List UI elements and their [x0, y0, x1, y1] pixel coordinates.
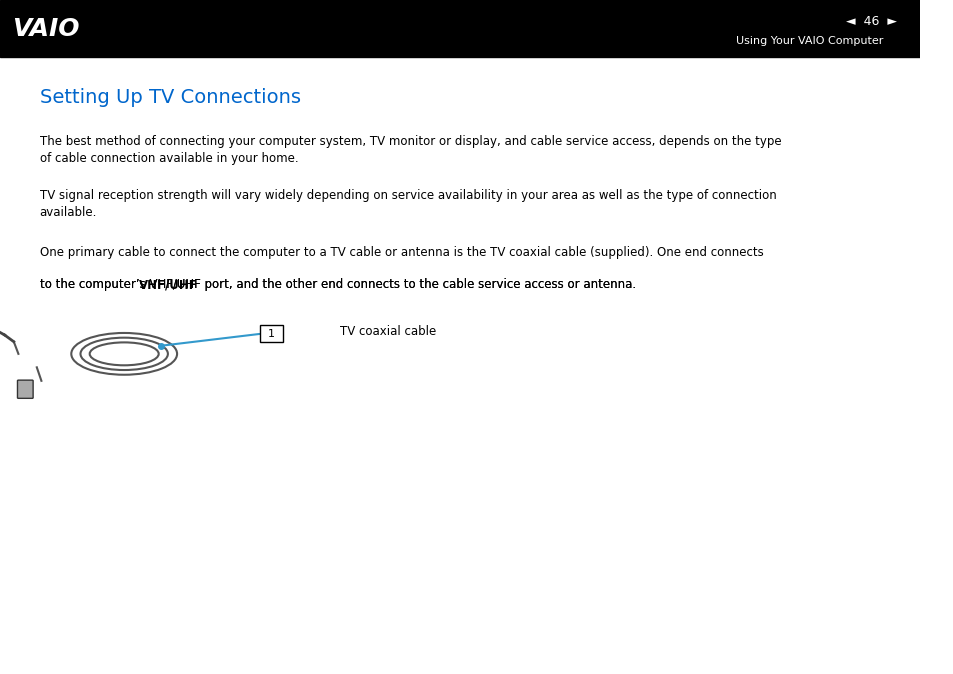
Text: Setting Up TV Connections: Setting Up TV Connections	[39, 88, 300, 106]
Bar	[0, 0, 919, 57]
Text: The best method of connecting your computer system, TV monitor or display, and c: The best method of connecting your compu…	[39, 135, 781, 165]
Text: TV coaxial cable: TV coaxial cable	[340, 325, 436, 338]
FancyBboxPatch shape	[259, 326, 283, 342]
Text: to the computer’s VHF/UHF port, and the other end connects to the cable service : to the computer’s VHF/UHF port, and the …	[39, 278, 635, 291]
Text: VAIO: VAIO	[12, 17, 79, 40]
Text: One primary cable to connect the computer to a TV cable or antenna is the TV coa: One primary cable to connect the compute…	[39, 246, 762, 259]
Text: ◄  46  ►: ◄ 46 ►	[845, 16, 897, 28]
Text: to the computer’s VHF/UHF port, and the other end connects to the cable service : to the computer’s VHF/UHF port, and the …	[39, 278, 635, 291]
Text: TV signal reception strength will vary widely depending on service availability : TV signal reception strength will vary w…	[39, 189, 776, 219]
Text: VHF/UHF: VHF/UHF	[139, 278, 197, 291]
Text: 1: 1	[268, 329, 274, 338]
Text: Using Your VAIO Computer: Using Your VAIO Computer	[735, 36, 882, 47]
FancyBboxPatch shape	[17, 380, 33, 398]
